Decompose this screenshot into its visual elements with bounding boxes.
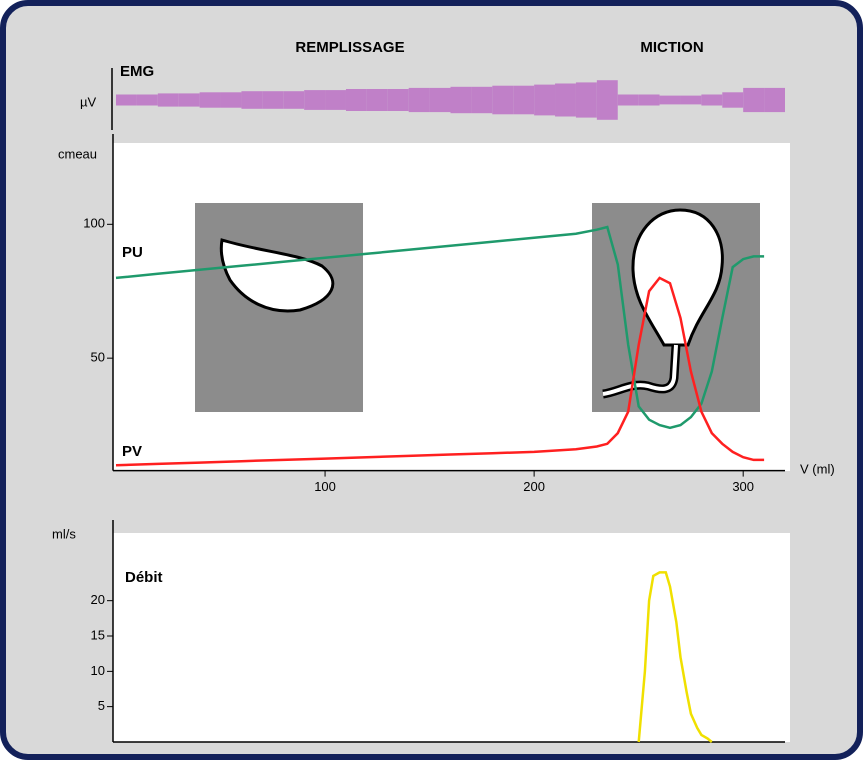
y-tick-label: 20 [91, 592, 105, 607]
emg-segment [199, 92, 221, 108]
x-axis-label: V (ml) [800, 461, 835, 476]
emg-segment [743, 87, 765, 113]
y-tick-label: 50 [91, 350, 105, 365]
emg-segment [722, 92, 744, 108]
y-axis-label: ml/s [52, 526, 76, 541]
emg-segment [325, 90, 346, 110]
emg-segment [492, 85, 514, 115]
emg-segment [617, 94, 639, 106]
emg-segment [450, 86, 472, 114]
emg-segment [471, 86, 493, 114]
y-axis-label: cmeau [58, 146, 97, 161]
emg-segment [262, 91, 284, 109]
emg-segment [136, 94, 158, 106]
emg-segment [575, 82, 597, 118]
emg-segment [387, 89, 409, 111]
emg-segment [241, 91, 263, 109]
phase-label: MICTION [640, 39, 703, 56]
inset-voiding [592, 203, 760, 412]
emg-segment [513, 85, 535, 115]
phase-label: REMPLISSAGE [295, 39, 404, 56]
x-tick-label: 200 [523, 479, 545, 494]
series-line [637, 571, 713, 743]
emg-segment [534, 84, 556, 116]
emg-segment [680, 95, 702, 105]
flow-plot [113, 533, 790, 742]
series-label: PV [122, 443, 142, 460]
emg-segment [596, 80, 618, 120]
emg-label: EMG [120, 63, 154, 80]
emg-segment [429, 87, 451, 113]
emg-segment [638, 94, 660, 106]
y-tick-label: 15 [91, 627, 105, 642]
x-tick-label: 100 [314, 479, 336, 494]
emg-segment [345, 89, 367, 111]
series-line [115, 225, 765, 430]
emg-segment [659, 95, 681, 105]
emg-segment [304, 90, 326, 110]
emg-segment [116, 94, 137, 106]
series-label: Débit [125, 569, 163, 586]
y-tick-label: 5 [98, 698, 105, 713]
x-tick-label: 300 [732, 479, 754, 494]
inset-filling [195, 203, 363, 412]
emg-segment [157, 93, 179, 107]
emg-segment [366, 89, 388, 111]
series-label: PU [122, 244, 143, 261]
y-tick-label: 10 [91, 663, 105, 678]
emg-segment [701, 94, 723, 106]
series-line [115, 276, 765, 467]
emg-segment [178, 93, 200, 107]
emg-segment [555, 83, 576, 117]
emg-unit: µV [80, 94, 96, 109]
emg-segment [408, 87, 430, 113]
emg-segment [220, 92, 242, 108]
emg-segment [764, 87, 785, 113]
y-tick-label: 100 [83, 216, 105, 231]
emg-segment [283, 91, 305, 109]
